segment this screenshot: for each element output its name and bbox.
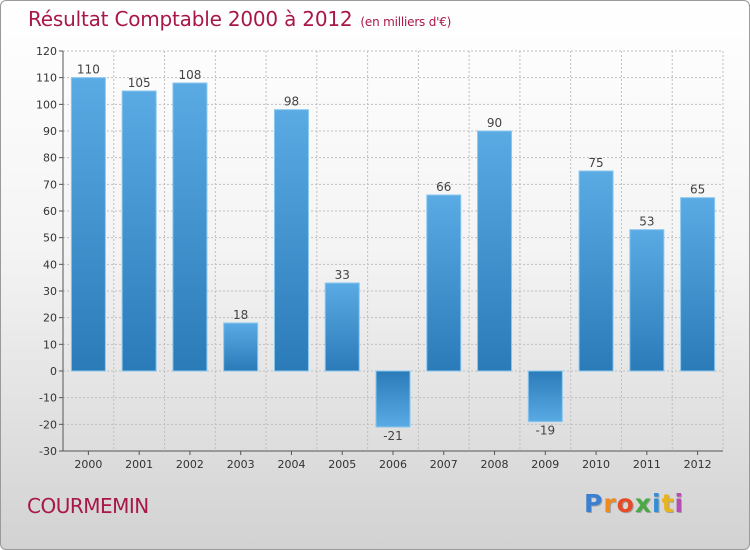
data-label-2011: 53 [639,215,654,229]
proxiti-logo[interactable]: Proxiti [584,489,684,518]
x-tick-label-2007: 2007 [430,458,458,471]
logo-letter: x [634,489,652,518]
y-tick-label: 20 [43,312,57,325]
x-tick-label-2001: 2001 [125,458,153,471]
data-label-2004: 98 [284,95,299,109]
chart-title: Résultat Comptable 2000 à 2012 (en millie… [28,7,451,31]
logo-letter: o [616,489,635,518]
x-tick-label-2012: 2012 [684,458,712,471]
bar-2002 [172,82,208,372]
x-tick-label-2005: 2005 [328,458,356,471]
y-tick-label: 120 [36,45,57,58]
y-tick-label: 60 [43,205,57,218]
data-label-2007: 66 [436,180,451,194]
logo-letter: i [674,489,685,518]
bar-2010 [578,170,614,372]
logo-letter: P [584,489,604,518]
logo-letter: r [603,489,617,518]
data-label-2002: 108 [178,68,201,82]
x-tick-label-2004: 2004 [277,458,305,471]
data-label-2003: 18 [233,308,248,322]
bar-2007 [426,194,462,372]
y-tick-label: 50 [43,232,57,245]
bar-2000 [70,77,106,372]
y-tick-label: 30 [43,285,57,298]
logo-letter: i [652,489,662,518]
data-label-2006: -21 [383,429,403,443]
y-tick-label: 10 [43,338,57,351]
data-label-2001: 105 [128,76,151,90]
data-label-2000: 110 [77,63,100,77]
bar-2004 [273,109,309,372]
y-tick-label: 110 [36,72,57,85]
data-label-2010: 75 [588,156,603,170]
data-label-2012: 65 [690,183,705,197]
bar-2006 [375,370,411,428]
y-tick-label: 90 [43,125,57,138]
x-tick-label-2009: 2009 [531,458,559,471]
bar-2001 [121,90,157,372]
data-label-2005: 33 [335,268,350,282]
y-tick-label: 40 [43,258,57,271]
labels: -30 -20 -10 0 10 20 30 40 50 60 70 80 90 100 110 120 110… [36,45,712,471]
bar-2008 [477,130,513,372]
y-tick-label: 80 [43,152,57,165]
bar-2011 [629,229,665,372]
bars [70,77,716,428]
bar-2009 [527,370,563,423]
bar-2003 [223,322,259,372]
x-tick-label-2010: 2010 [582,458,610,471]
x-tick-label-2008: 2008 [481,458,509,471]
place-name: COURMEMIN [27,494,149,518]
logo-letter: t [661,489,675,518]
x-tick-label-2011: 2011 [633,458,661,471]
y-tick-label: 0 [50,365,57,378]
y-tick-label: -20 [39,418,57,431]
axes [59,50,723,455]
chart-subtitle: (en milliers d'€) [360,15,452,29]
bar-2012 [680,197,716,372]
x-tick-label-2003: 2003 [227,458,255,471]
y-tick-label: 100 [36,98,57,111]
y-tick-label: -10 [39,392,57,405]
y-tick-label: 70 [43,178,57,191]
x-tick-label-2006: 2006 [379,458,407,471]
chart-title-text: Résultat Comptable 2000 à 2012 [28,7,353,31]
x-tick-label-2002: 2002 [176,458,204,471]
data-label-2009: -19 [536,424,556,438]
bar-2005 [324,282,360,372]
y-tick-label: -30 [39,445,57,458]
data-label-2008: 90 [487,116,502,130]
x-tick-label-2000: 2000 [74,458,102,471]
